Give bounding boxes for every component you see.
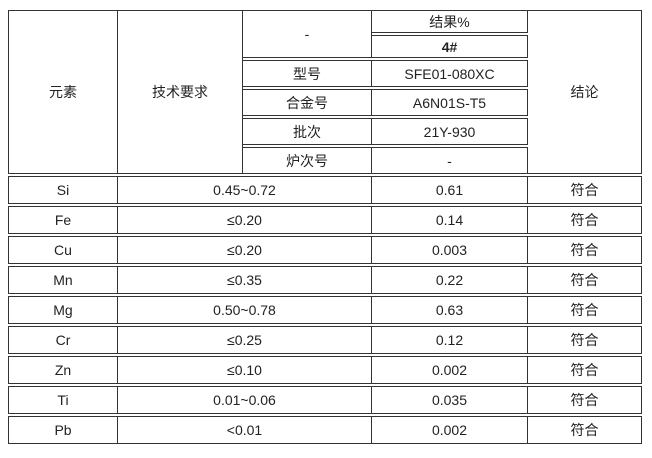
element-cell: Zn (8, 356, 118, 384)
meta-row-alloy: 合金号 A6N01S-T5 (8, 89, 642, 116)
header-element-label: 元素 (8, 10, 118, 174)
conclusion-cell: 符合 (528, 386, 642, 414)
composition-table: 元素 技术要求 - 结果% 结论 4# 型号 SFE01-080XC 合金号 A… (8, 8, 642, 446)
header-dash-cell: - (243, 10, 372, 58)
meta-label-alloy: 合金号 (243, 89, 372, 116)
result-cell: 0.12 (372, 326, 528, 354)
element-cell: Mg (8, 296, 118, 324)
element-cell: Fe (8, 206, 118, 234)
table-row-pb: Pb <0.01 0.002 符合 (8, 416, 642, 444)
meta-value-batch: 21Y-930 (372, 118, 528, 145)
element-cell: Si (8, 176, 118, 204)
result-cell: 0.035 (372, 386, 528, 414)
header-row-sample: 4# (8, 35, 642, 58)
meta-row-model: 型号 SFE01-080XC (8, 60, 642, 87)
meta-value-alloy: A6N01S-T5 (372, 89, 528, 116)
requirement-cell: ≤0.25 (118, 326, 372, 354)
meta-row-furnace: 炉次号 - (8, 147, 642, 174)
element-cell: Cu (8, 236, 118, 264)
meta-value-model: SFE01-080XC (372, 60, 528, 87)
conclusion-cell: 符合 (528, 326, 642, 354)
meta-label-furnace: 炉次号 (243, 147, 372, 174)
result-cell: 0.002 (372, 416, 528, 444)
header-result-label: 结果% (372, 10, 528, 33)
meta-row-batch: 批次 21Y-930 (8, 118, 642, 145)
element-cell: Pb (8, 416, 118, 444)
result-cell: 0.003 (372, 236, 528, 264)
meta-value-furnace: - (372, 147, 528, 174)
requirement-cell: ≤0.20 (118, 236, 372, 264)
requirement-cell: 0.50~0.78 (118, 296, 372, 324)
result-cell: 0.22 (372, 266, 528, 294)
requirement-cell: 0.01~0.06 (118, 386, 372, 414)
requirement-cell: <0.01 (118, 416, 372, 444)
meta-label-batch: 批次 (243, 118, 372, 145)
table-row-ti: Ti 0.01~0.06 0.035 符合 (8, 386, 642, 414)
result-cell: 0.002 (372, 356, 528, 384)
table-row-fe: Fe ≤0.20 0.14 符合 (8, 206, 642, 234)
element-cell: Cr (8, 326, 118, 354)
page: 元素 技术要求 - 结果% 结论 4# 型号 SFE01-080XC 合金号 A… (8, 8, 642, 446)
requirement-cell: ≤0.20 (118, 206, 372, 234)
conclusion-cell: 符合 (528, 416, 642, 444)
element-cell: Mn (8, 266, 118, 294)
requirement-cell: ≤0.35 (118, 266, 372, 294)
header-sample-no: 4# (372, 35, 528, 58)
result-cell: 0.14 (372, 206, 528, 234)
conclusion-cell: 符合 (528, 266, 642, 294)
result-cell: 0.61 (372, 176, 528, 204)
table-row-mn: Mn ≤0.35 0.22 符合 (8, 266, 642, 294)
conclusion-cell: 符合 (528, 236, 642, 264)
requirement-cell: 0.45~0.72 (118, 176, 372, 204)
conclusion-cell: 符合 (528, 206, 642, 234)
table-row-si: Si 0.45~0.72 0.61 符合 (8, 176, 642, 204)
meta-label-model: 型号 (243, 60, 372, 87)
conclusion-cell: 符合 (528, 296, 642, 324)
requirement-cell: ≤0.10 (118, 356, 372, 384)
header-conclusion-label: 结论 (528, 10, 642, 174)
table-row-zn: Zn ≤0.10 0.002 符合 (8, 356, 642, 384)
table-row-cu: Cu ≤0.20 0.003 符合 (8, 236, 642, 264)
table-row-cr: Cr ≤0.25 0.12 符合 (8, 326, 642, 354)
conclusion-cell: 符合 (528, 356, 642, 384)
table-row-mg: Mg 0.50~0.78 0.63 符合 (8, 296, 642, 324)
header-row-result: 元素 技术要求 - 结果% 结论 (8, 10, 642, 174)
header-requirement-label: 技术要求 (118, 10, 243, 174)
element-cell: Ti (8, 386, 118, 414)
result-cell: 0.63 (372, 296, 528, 324)
conclusion-cell: 符合 (528, 176, 642, 204)
